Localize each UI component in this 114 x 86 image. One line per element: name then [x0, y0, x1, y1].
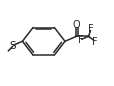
Text: F: F [77, 35, 83, 45]
Text: F: F [91, 37, 97, 47]
Text: O: O [72, 20, 80, 30]
Text: S: S [9, 41, 16, 51]
Text: F: F [88, 24, 93, 34]
